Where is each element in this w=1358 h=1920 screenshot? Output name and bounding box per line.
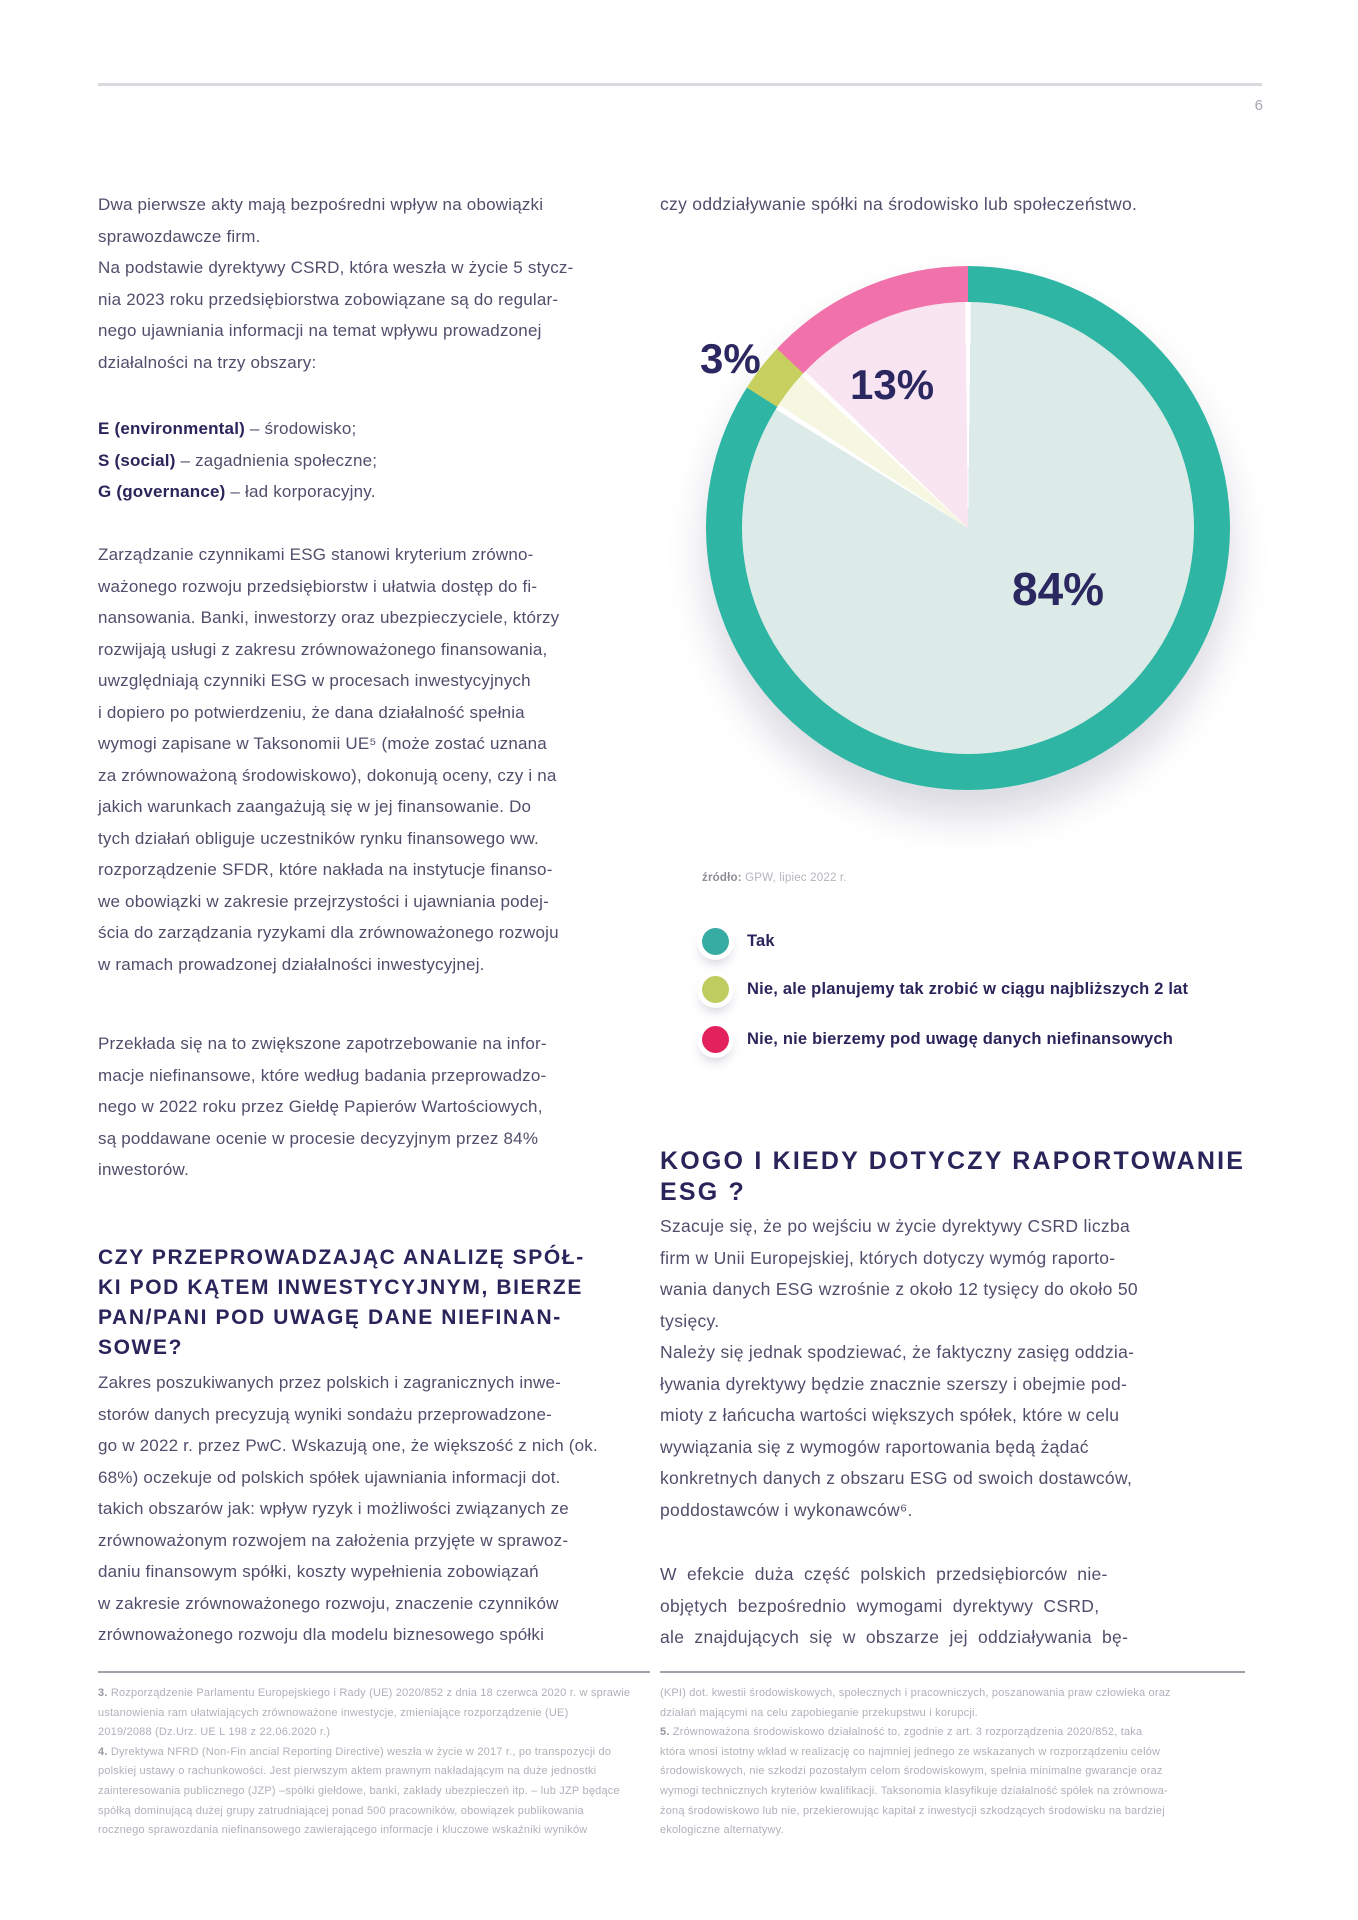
legend-item-no: Nie, nie bierzemy pod uwagę danych niefi… xyxy=(702,1020,1173,1058)
source-label: źródło: xyxy=(702,872,742,884)
right-section-heading: KOGO I KIEDY DOTYCZY RAPORTOWANIE ESG ? xyxy=(660,1147,1246,1206)
legend-dot-olive xyxy=(702,975,729,1003)
legend-label: Tak xyxy=(747,931,775,950)
esg-description: – środowisko; xyxy=(244,419,357,438)
footnote-5: 5. Zrównoważona środowiskowo działalność… xyxy=(660,1723,1260,1841)
legend-item-plan-2-years: Nie, ale planujemy tak zrobić w ciągu na… xyxy=(702,970,1188,1008)
footnote-text: Zrównoważona środowiskowo działalność to… xyxy=(660,1726,1168,1837)
left-paragraph-demand: Przekłada się na to zwiększone zapotrzeb… xyxy=(98,1034,547,1179)
footnote-4-continuation: (KPI) dot. kwestii środowiskowych, społe… xyxy=(660,1684,1260,1723)
esg-item-governance: G (governance) – ład korporacyjny. xyxy=(98,476,618,508)
footnote-3: 3. Rozporządzenie Parlamentu Europejskie… xyxy=(98,1684,663,1743)
esg-description: – ład korporacyjny. xyxy=(225,482,376,501)
esg-item-environmental: E (environmental) – środowisko; xyxy=(98,413,618,445)
legend-item-yes: Tak xyxy=(702,922,775,960)
footnote-text: (KPI) dot. kwestii środowiskowych, społe… xyxy=(660,1687,1171,1719)
footnotes-right: (KPI) dot. kwestii środowiskowych, społe… xyxy=(660,1684,1260,1841)
pie-label-84pct: 84% xyxy=(1012,563,1105,615)
footnote-text: Rozporządzenie Parlamentu Europejskiego … xyxy=(98,1687,631,1739)
legend-dot-teal xyxy=(702,927,729,955)
esg-term: S (social) xyxy=(98,450,176,470)
esg-description: – zagadnienia społeczne; xyxy=(175,450,378,470)
pie-inner xyxy=(742,302,1194,754)
right-paragraph-intro: czy oddziaływanie spółki na środowisko l… xyxy=(660,194,1138,214)
esg-definition-list: E (environmental) – środowisko; S (socia… xyxy=(98,413,618,508)
footnote-4: 4. Dyrektywa NFRD (Non-Fin ancial Report… xyxy=(98,1743,663,1841)
footnote-number: 3. xyxy=(98,1687,108,1699)
legend-label: Nie, ale planujemy tak zrobić w ciągu na… xyxy=(747,979,1189,998)
page-number: 6 xyxy=(1254,97,1263,114)
pie-label-13pct: 13% xyxy=(850,361,935,408)
footnote-divider-right xyxy=(660,1671,1245,1673)
footnote-number: 5. xyxy=(660,1726,670,1739)
pie-label-3pct: 3% xyxy=(700,335,761,382)
right-paragraph-csrd-scope: Szacuje się, że po wejściu w życie dyrek… xyxy=(660,1216,1138,1520)
left-paragraph-esg-management: Zarządzanie czynnikami ESG stanowi kryte… xyxy=(98,545,560,974)
legend-dot-crimson xyxy=(702,1025,729,1053)
pie-chart xyxy=(706,266,1230,790)
footnotes-left: 3. Rozporządzenie Parlamentu Europejskie… xyxy=(98,1684,663,1841)
esg-term: G (governance) xyxy=(98,482,226,501)
esg-item-social: S (social) – zagadnienia społeczne; xyxy=(98,445,618,477)
right-paragraph-effect: W efekcie duża część polskich przedsiębi… xyxy=(660,1564,1129,1647)
footnote-text: Dyrektywa NFRD (Non-Fin ancial Reporting… xyxy=(98,1745,620,1837)
left-paragraph-investor-survey: Zakres poszukiwanych przez polskich i za… xyxy=(98,1373,598,1644)
left-paragraph-intro: Dwa pierwsze akty mają bezpośredni wpływ… xyxy=(98,195,574,372)
source-value: GPW, lipiec 2022 r. xyxy=(741,872,847,884)
chart-source: źródło: GPW, lipiec 2022 r. xyxy=(702,872,847,884)
footnote-number: 4. xyxy=(98,1745,108,1758)
esg-term: E (environmental) xyxy=(98,419,245,438)
footnote-divider-left xyxy=(98,1671,650,1673)
top-rule xyxy=(98,83,1262,86)
legend-label: Nie, nie bierzemy pod uwagę danych niefi… xyxy=(747,1029,1174,1048)
left-section-heading: CZY PRZEPROWADZAJĄC ANALIZĘ SPÓŁ- KI POD… xyxy=(98,1246,585,1359)
